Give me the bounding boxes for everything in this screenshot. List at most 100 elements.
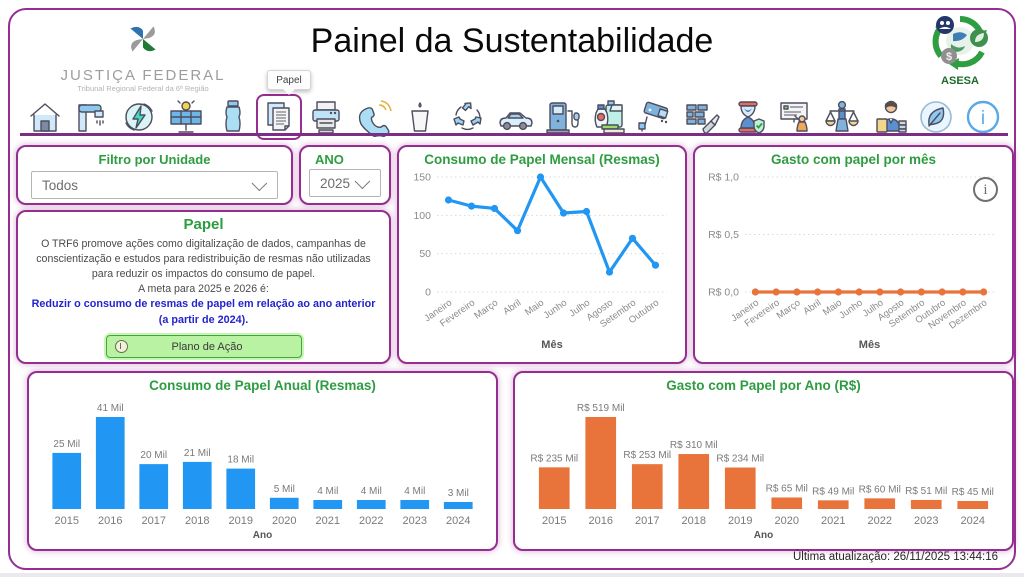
svg-text:R$ 519 Mil: R$ 519 Mil bbox=[577, 403, 625, 414]
svg-text:4 Mil: 4 Mil bbox=[317, 486, 338, 497]
svg-text:3 Mil: 3 Mil bbox=[448, 488, 469, 499]
toolbar-water-faucet-icon[interactable] bbox=[69, 94, 115, 140]
svg-text:5 Mil: 5 Mil bbox=[274, 484, 295, 495]
svg-text:Abril: Abril bbox=[801, 297, 823, 317]
toolbar-fuel-pump-icon[interactable] bbox=[538, 94, 584, 140]
toolbar-printer-icon[interactable] bbox=[303, 94, 349, 140]
svg-text:2021: 2021 bbox=[821, 515, 845, 527]
monthly-consumption-chart: 0 50 100 150 Janeiro Fevereiro Março Abril Maio J… bbox=[403, 169, 681, 359]
svg-text:2017: 2017 bbox=[142, 515, 166, 527]
svg-text:i: i bbox=[981, 108, 985, 129]
annual-consumption-chart: 25 Mil 2015 41 Mil 2016 20 Mil 2017 21 Mil 2018… bbox=[33, 395, 492, 546]
svg-text:Ano: Ano bbox=[253, 530, 272, 541]
svg-text:21 Mil: 21 Mil bbox=[184, 448, 211, 459]
security-camera-icon bbox=[637, 101, 669, 132]
svg-text:R$ 49 Mil: R$ 49 Mil bbox=[812, 486, 854, 497]
car-icon bbox=[499, 112, 533, 131]
chart-title: Consumo de Papel Anual (Resmas) bbox=[149, 378, 376, 393]
toolbar-security-camera-icon[interactable] bbox=[632, 94, 678, 140]
monthly-spend-chart: R$ 0,0 R$ 0,5 R$ 1,0 Janeiro Fevereiro Março A… bbox=[699, 169, 1008, 359]
papel-card-meta: A meta para 2025 e 2026 é: bbox=[138, 283, 269, 296]
toolbar-home-icon[interactable] bbox=[22, 94, 68, 140]
annual-consumption-chart-panel: Consumo de Papel Anual (Resmas) 25 Mil 20… bbox=[27, 371, 498, 551]
svg-text:2022: 2022 bbox=[868, 515, 892, 527]
toolbar-energy-icon[interactable] bbox=[116, 94, 162, 140]
papel-card-title: Papel bbox=[183, 216, 224, 233]
svg-text:2024: 2024 bbox=[446, 515, 470, 527]
svg-text:$: $ bbox=[946, 51, 952, 63]
toolbar-disposable-cup-icon[interactable] bbox=[397, 94, 443, 140]
svg-text:Ano: Ano bbox=[754, 530, 773, 541]
svg-text:2015: 2015 bbox=[542, 515, 566, 527]
toolbar-office-worker-icon[interactable] bbox=[866, 94, 912, 140]
leaf-icon bbox=[920, 101, 952, 133]
svg-text:18 Mil: 18 Mil bbox=[227, 455, 254, 466]
info-icon[interactable]: i bbox=[973, 177, 998, 202]
toolbar-solar-panel-icon[interactable] bbox=[163, 94, 209, 140]
cleaning-supplies-icon bbox=[594, 100, 625, 134]
year-filter-dropdown[interactable]: 2025 bbox=[309, 169, 381, 197]
toolbar-leaf-icon[interactable] bbox=[913, 94, 959, 140]
svg-text:Mês: Mês bbox=[541, 339, 562, 351]
info-icon: i bbox=[966, 100, 1000, 134]
dashboard-frame: JUSTIÇA FEDERAL Tribunal Regional Federa… bbox=[8, 8, 1016, 570]
toolbar-presentation-icon[interactable] bbox=[772, 94, 818, 140]
svg-text:2023: 2023 bbox=[403, 515, 427, 527]
toolbar-hourglass-icon[interactable] bbox=[725, 94, 771, 140]
svg-text:R$ 65 Mil: R$ 65 Mil bbox=[766, 483, 808, 494]
svg-text:R$ 1,0: R$ 1,0 bbox=[708, 172, 739, 184]
svg-text:2019: 2019 bbox=[229, 515, 253, 527]
energy-icon bbox=[125, 103, 153, 131]
office-worker-icon bbox=[876, 100, 907, 133]
water-faucet-icon bbox=[78, 104, 104, 132]
toolbar-telephone-icon[interactable] bbox=[350, 94, 396, 140]
svg-text:25 Mil: 25 Mil bbox=[53, 439, 80, 450]
toolbar-cleaning-supplies-icon[interactable] bbox=[585, 94, 631, 140]
toolbar-info-icon[interactable]: i bbox=[960, 94, 1006, 140]
paper-icon bbox=[267, 102, 291, 131]
presentation-icon bbox=[780, 102, 808, 132]
toolbar-car-icon[interactable] bbox=[491, 94, 537, 140]
svg-text:R$ 60 Mil: R$ 60 Mil bbox=[859, 484, 901, 495]
water-bottle-icon bbox=[224, 100, 241, 132]
toolbar-recycle-icon[interactable] bbox=[444, 94, 490, 140]
svg-text:Mês: Mês bbox=[859, 339, 880, 351]
svg-text:Junho: Junho bbox=[542, 297, 570, 321]
monthly-spend-chart-panel: Gasto com papel por mês i R$ 0,0 R$ 0,5 R$… bbox=[693, 145, 1014, 364]
justica-federal-star-icon bbox=[130, 26, 156, 52]
svg-text:0: 0 bbox=[425, 287, 431, 299]
action-plan-button[interactable]: Plano de Ação bbox=[105, 335, 302, 359]
power-info-icon bbox=[114, 340, 128, 354]
svg-text:4 Mil: 4 Mil bbox=[404, 486, 425, 497]
asesa-label: ASESA bbox=[941, 75, 979, 87]
svg-text:2018: 2018 bbox=[185, 515, 209, 527]
printer-icon bbox=[312, 101, 341, 134]
asesa-recycle-icon: $ bbox=[932, 15, 988, 70]
toolbar-paper-icon[interactable] bbox=[256, 94, 303, 140]
hourglass-icon bbox=[738, 101, 766, 134]
chart-title: Gasto com papel por mês bbox=[770, 152, 937, 167]
svg-text:150: 150 bbox=[413, 172, 431, 184]
solar-panel-icon bbox=[169, 100, 202, 133]
svg-text:Março: Março bbox=[472, 297, 500, 321]
svg-text:2016: 2016 bbox=[98, 515, 122, 527]
toolbar-scales-icon[interactable] bbox=[819, 94, 865, 140]
svg-text:2022: 2022 bbox=[359, 515, 383, 527]
chart-svg: R$ 0,0R$ 0,5R$ 1,0JaneiroFevereiroMarçoA… bbox=[708, 172, 994, 351]
chart-title: Gasto com Papel por Ano (R$) bbox=[666, 378, 861, 393]
chart-svg: 25 Mil 2015 41 Mil 2016 20 Mil 2017 21 Mil 2018… bbox=[52, 403, 473, 541]
page-title: Painel da Sustentabilidade bbox=[310, 22, 714, 60]
svg-text:2016: 2016 bbox=[589, 515, 613, 527]
construction-icon bbox=[686, 104, 721, 134]
toolbar-water-bottle-icon[interactable] bbox=[210, 94, 256, 140]
year-filter-panel: ANO 2025 bbox=[299, 145, 391, 205]
svg-text:2018: 2018 bbox=[682, 515, 706, 527]
unit-filter-dropdown[interactable]: Todos bbox=[31, 171, 278, 199]
svg-text:R$ 0,5: R$ 0,5 bbox=[708, 229, 739, 241]
svg-text:2023: 2023 bbox=[914, 515, 938, 527]
annual-spend-chart: R$ 235 Mil 2015 R$ 519 Mil 2016 R$ 253 Mil 20… bbox=[519, 395, 1008, 546]
svg-text:R$ 0,0: R$ 0,0 bbox=[708, 287, 739, 299]
svg-text:4 Mil: 4 Mil bbox=[361, 486, 382, 497]
unit-filter-value: Todos bbox=[42, 177, 79, 193]
fuel-pump-icon bbox=[546, 102, 580, 134]
